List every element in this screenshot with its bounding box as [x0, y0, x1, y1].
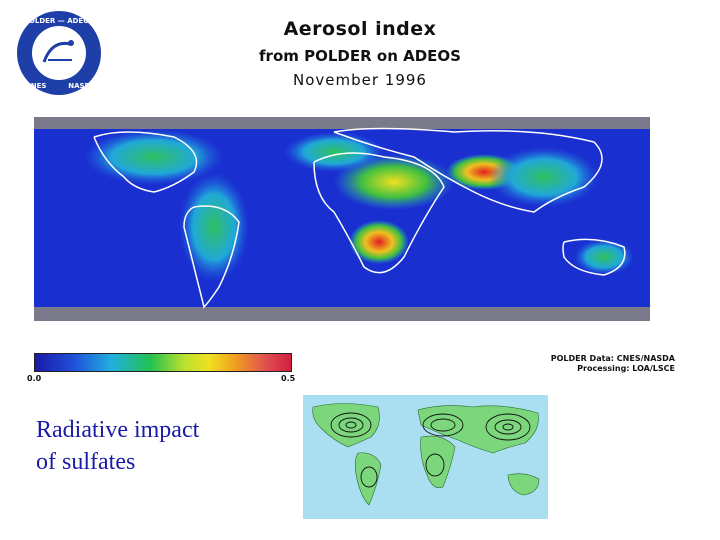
caption: Radiative impact of sulfates [36, 414, 199, 478]
title-block: Aerosol index from POLDER on ADEOS Novem… [180, 18, 540, 89]
page-subtitle: from POLDER on ADEOS [259, 47, 461, 65]
colorbar-min-label: 0.0 [27, 374, 42, 383]
colorbar-max-label: 0.5 [281, 374, 296, 383]
caption-line-2: of sulfates [36, 449, 136, 475]
page-title: Aerosol index [283, 18, 437, 40]
aerosol-index-world-map [34, 117, 650, 321]
credit-line-data: POLDER Data: CNES/NASDA [550, 354, 675, 363]
aerosol-index-colorbar [34, 353, 292, 372]
polder-adeos-logo: POLDER — ADEOS CNES NASDA [17, 11, 101, 95]
sulfate-radiative-impact-map [303, 395, 548, 519]
logo-top-text: POLDER — ADEOS [24, 17, 94, 25]
logo-left-text: CNES [26, 82, 47, 90]
logo-right-text: NASDA [68, 82, 96, 90]
data-credit: POLDER Data: CNES/NASDA Processing: LOA/… [470, 354, 675, 374]
caption-line-1: Radiative impact [36, 417, 200, 443]
date-label: November 1996 [293, 71, 427, 89]
credit-line-processing: Processing: LOA/LSCE [577, 364, 675, 373]
